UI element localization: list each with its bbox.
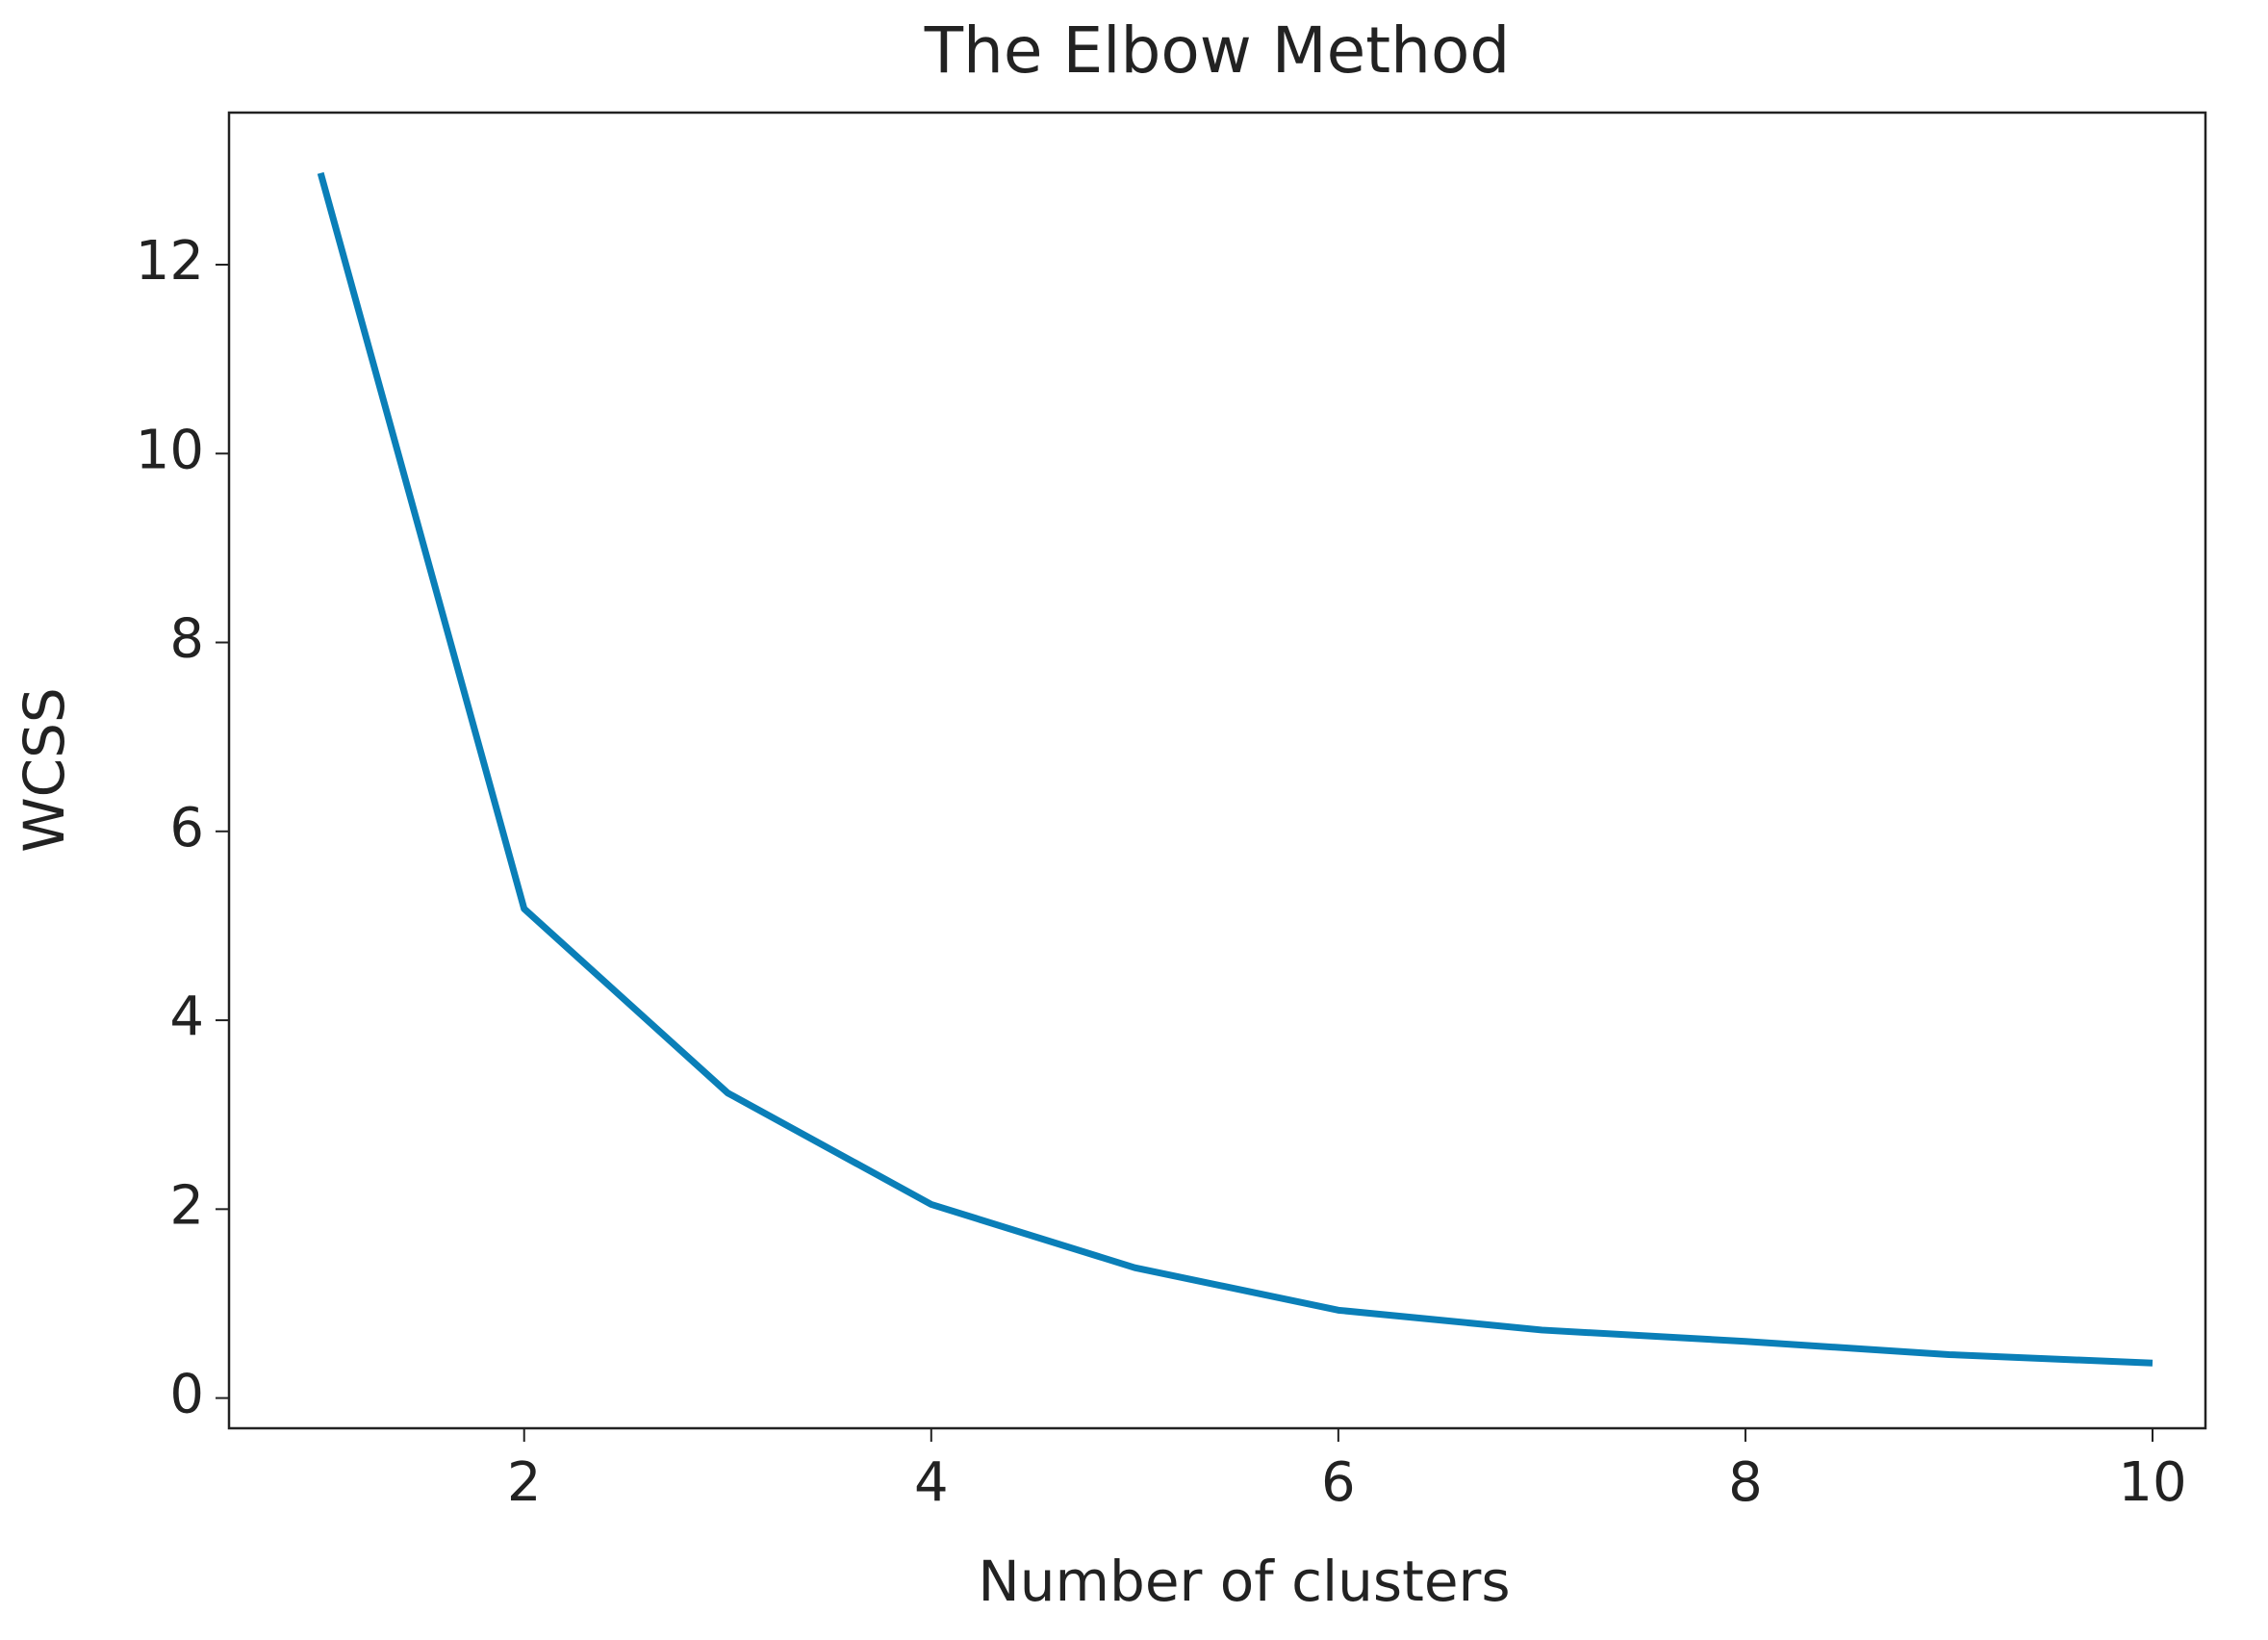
x-axis-label: Number of clusters [978, 1549, 1510, 1614]
y-tick-label: 12 [136, 230, 204, 293]
y-axis-label: WCSS [12, 687, 77, 852]
x-tick-label: 8 [1728, 1451, 1763, 1514]
x-tick-label: 6 [1321, 1451, 1356, 1514]
chart-title: The Elbow Method [924, 13, 1511, 88]
y-tick-label: 6 [169, 797, 204, 859]
y-tick-label: 10 [136, 419, 204, 481]
plot-frame [227, 111, 2207, 1430]
x-tick-label: 2 [507, 1451, 542, 1514]
y-tick-label: 0 [169, 1364, 204, 1426]
x-tick-label: 10 [2118, 1451, 2186, 1514]
y-tick-label: 8 [169, 608, 204, 671]
y-tick-label: 4 [169, 986, 204, 1048]
x-tick-label: 4 [914, 1451, 949, 1514]
line-series [317, 171, 2153, 1367]
y-tick-label: 2 [169, 1174, 204, 1237]
